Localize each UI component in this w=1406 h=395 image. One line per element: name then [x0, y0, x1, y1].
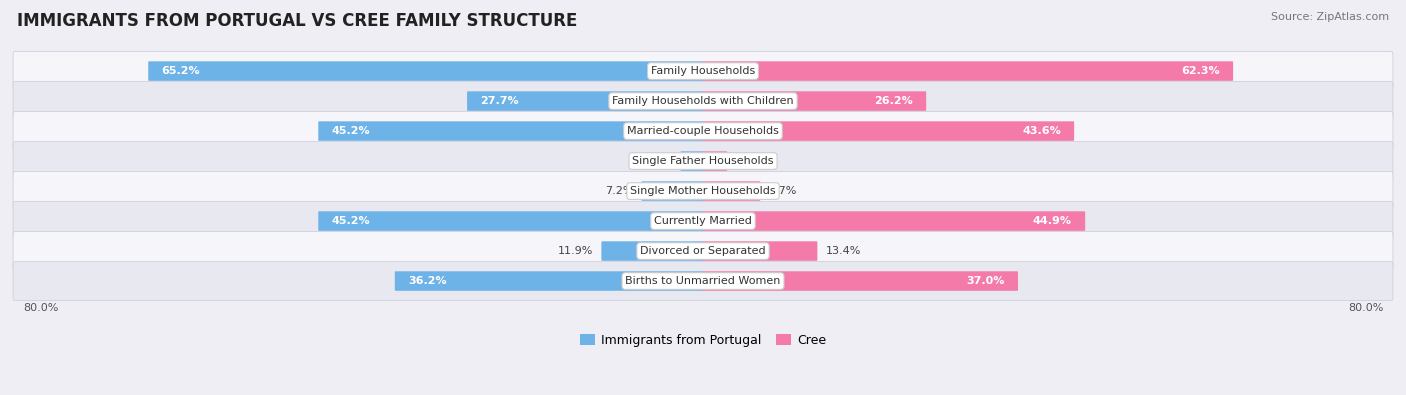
FancyBboxPatch shape [641, 181, 703, 201]
FancyBboxPatch shape [13, 231, 1393, 271]
FancyBboxPatch shape [467, 91, 703, 111]
FancyBboxPatch shape [318, 121, 703, 141]
Text: Single Father Households: Single Father Households [633, 156, 773, 166]
FancyBboxPatch shape [703, 211, 1085, 231]
Text: Family Households: Family Households [651, 66, 755, 76]
Text: 13.4%: 13.4% [825, 246, 860, 256]
Text: IMMIGRANTS FROM PORTUGAL VS CREE FAMILY STRUCTURE: IMMIGRANTS FROM PORTUGAL VS CREE FAMILY … [17, 12, 578, 30]
Text: 6.7%: 6.7% [769, 186, 797, 196]
Text: 45.2%: 45.2% [332, 126, 370, 136]
FancyBboxPatch shape [148, 61, 703, 81]
Text: 2.8%: 2.8% [735, 156, 763, 166]
Text: 37.0%: 37.0% [966, 276, 1005, 286]
FancyBboxPatch shape [318, 211, 703, 231]
FancyBboxPatch shape [13, 261, 1393, 301]
FancyBboxPatch shape [13, 141, 1393, 181]
FancyBboxPatch shape [395, 271, 703, 291]
FancyBboxPatch shape [13, 201, 1393, 241]
FancyBboxPatch shape [13, 82, 1393, 120]
Text: 80.0%: 80.0% [22, 303, 58, 312]
Text: 45.2%: 45.2% [332, 216, 370, 226]
Text: Married-couple Households: Married-couple Households [627, 126, 779, 136]
FancyBboxPatch shape [703, 271, 1018, 291]
FancyBboxPatch shape [703, 241, 817, 261]
FancyBboxPatch shape [703, 121, 1074, 141]
FancyBboxPatch shape [703, 151, 727, 171]
FancyBboxPatch shape [703, 181, 761, 201]
Text: 62.3%: 62.3% [1181, 66, 1220, 76]
FancyBboxPatch shape [602, 241, 703, 261]
Text: 26.2%: 26.2% [875, 96, 912, 106]
FancyBboxPatch shape [13, 52, 1393, 90]
FancyBboxPatch shape [13, 111, 1393, 150]
Text: 65.2%: 65.2% [162, 66, 200, 76]
Text: Single Mother Households: Single Mother Households [630, 186, 776, 196]
Text: Currently Married: Currently Married [654, 216, 752, 226]
FancyBboxPatch shape [13, 171, 1393, 211]
FancyBboxPatch shape [703, 61, 1233, 81]
FancyBboxPatch shape [703, 91, 927, 111]
Text: 27.7%: 27.7% [481, 96, 519, 106]
Text: 36.2%: 36.2% [408, 276, 447, 286]
Legend: Immigrants from Portugal, Cree: Immigrants from Portugal, Cree [575, 329, 831, 352]
Text: Divorced or Separated: Divorced or Separated [640, 246, 766, 256]
Text: 2.6%: 2.6% [644, 156, 672, 166]
Text: 7.2%: 7.2% [605, 186, 633, 196]
Text: 43.6%: 43.6% [1022, 126, 1062, 136]
Text: Family Households with Children: Family Households with Children [612, 96, 794, 106]
Text: 80.0%: 80.0% [1348, 303, 1384, 312]
Text: Source: ZipAtlas.com: Source: ZipAtlas.com [1271, 12, 1389, 22]
Text: Births to Unmarried Women: Births to Unmarried Women [626, 276, 780, 286]
Text: 11.9%: 11.9% [558, 246, 593, 256]
FancyBboxPatch shape [681, 151, 703, 171]
Text: 44.9%: 44.9% [1033, 216, 1071, 226]
